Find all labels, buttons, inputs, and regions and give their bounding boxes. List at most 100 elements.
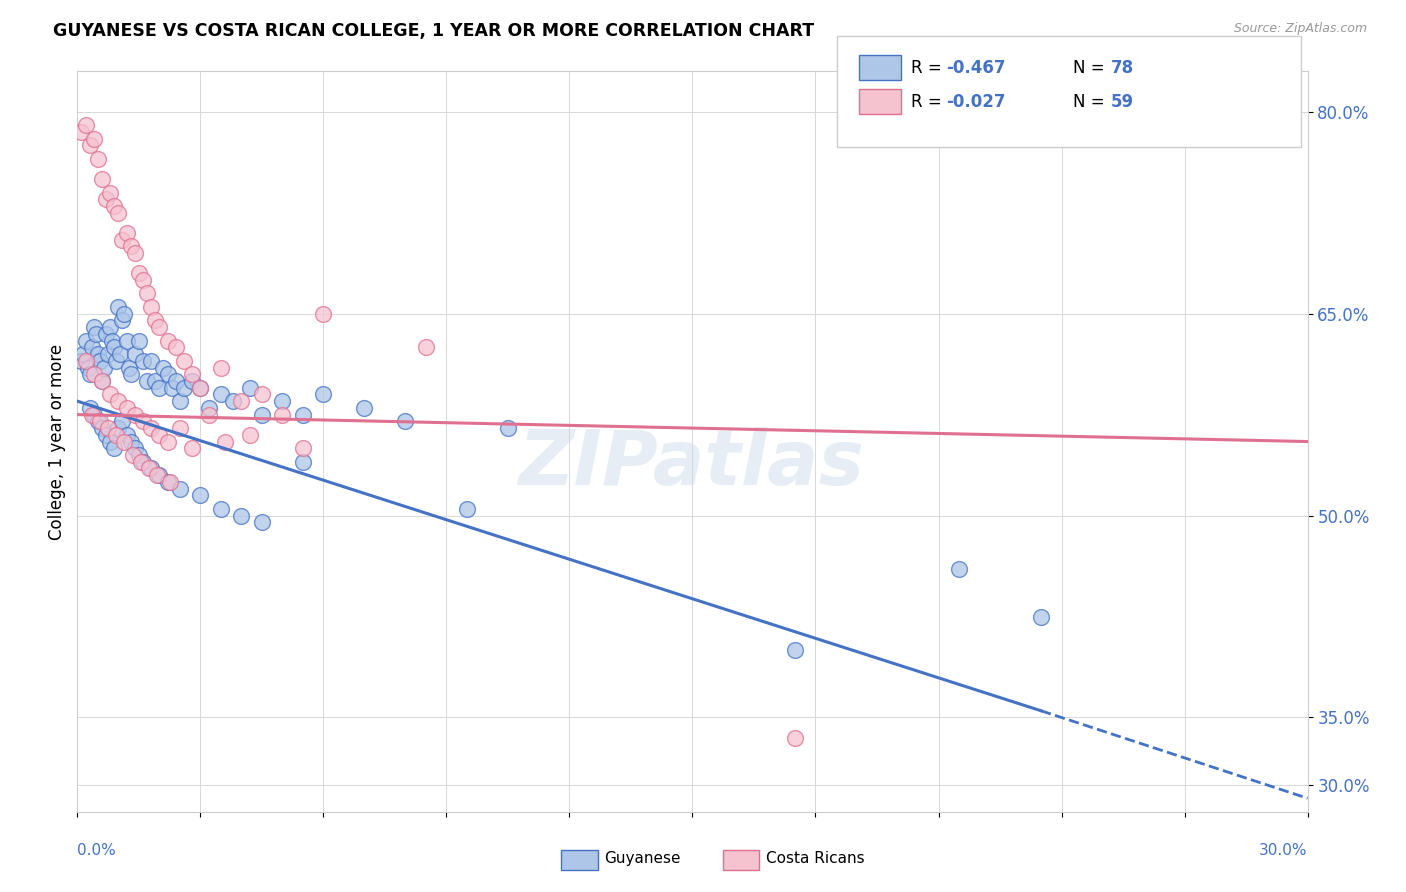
Point xyxy=(156,334,179,348)
Point xyxy=(156,368,179,382)
Point xyxy=(83,131,105,145)
Point xyxy=(115,427,138,442)
Text: N =: N = xyxy=(1073,93,1109,111)
Point xyxy=(394,414,416,428)
Text: ZIPatlas: ZIPatlas xyxy=(519,426,866,500)
Point xyxy=(70,353,93,368)
Point xyxy=(148,381,170,395)
Point xyxy=(124,408,146,422)
Point xyxy=(156,434,179,449)
Point xyxy=(89,353,111,368)
Point xyxy=(128,448,150,462)
Point xyxy=(152,360,174,375)
Point xyxy=(80,408,103,422)
Text: 30.0%: 30.0% xyxy=(1260,843,1308,858)
Point xyxy=(75,334,97,348)
Point xyxy=(148,427,170,442)
Point xyxy=(70,125,93,139)
Point xyxy=(312,387,335,401)
Point xyxy=(132,353,155,368)
Point xyxy=(107,205,129,219)
Point xyxy=(188,381,212,395)
Point xyxy=(1029,609,1052,624)
Point xyxy=(117,360,139,375)
Point xyxy=(103,442,125,456)
Text: N =: N = xyxy=(1073,59,1109,77)
Point xyxy=(107,300,129,314)
Text: Guyanese: Guyanese xyxy=(605,851,681,865)
Point xyxy=(169,482,191,496)
Point xyxy=(415,340,437,354)
Point xyxy=(197,401,219,415)
Point xyxy=(948,562,970,576)
Text: Source: ZipAtlas.com: Source: ZipAtlas.com xyxy=(1233,22,1367,36)
Point xyxy=(111,233,134,247)
Point xyxy=(165,340,187,354)
Point xyxy=(94,427,117,442)
Point xyxy=(136,374,159,388)
Point xyxy=(188,381,212,395)
Point xyxy=(138,461,160,475)
Text: Costa Ricans: Costa Ricans xyxy=(766,851,865,865)
Point xyxy=(90,172,114,186)
Point xyxy=(291,408,314,422)
Text: 59: 59 xyxy=(1111,93,1133,111)
Point xyxy=(115,401,138,415)
Point xyxy=(76,360,98,375)
Point xyxy=(124,442,146,456)
Point xyxy=(101,334,124,348)
Point xyxy=(173,381,195,395)
Point xyxy=(141,300,163,314)
Point xyxy=(72,347,94,361)
Text: 0.0%: 0.0% xyxy=(77,843,117,858)
Point xyxy=(169,421,191,435)
Point xyxy=(111,313,134,327)
Point xyxy=(98,186,121,200)
Point xyxy=(75,118,97,132)
Point xyxy=(115,226,138,240)
Point xyxy=(87,347,110,361)
Point xyxy=(120,239,142,253)
Y-axis label: College, 1 year or more: College, 1 year or more xyxy=(48,343,66,540)
Point xyxy=(84,326,107,341)
Point xyxy=(79,401,101,415)
Text: R =: R = xyxy=(911,93,948,111)
Point xyxy=(94,192,117,206)
Point xyxy=(141,421,163,435)
Point xyxy=(214,434,236,449)
Point xyxy=(146,468,169,483)
Point xyxy=(79,368,101,382)
Point xyxy=(110,347,132,361)
Point xyxy=(136,286,159,301)
Point xyxy=(128,334,150,348)
Point xyxy=(103,340,125,354)
Point xyxy=(87,414,110,428)
Point xyxy=(231,394,253,409)
Point xyxy=(181,368,204,382)
Point xyxy=(94,326,117,341)
Point xyxy=(87,152,110,166)
Point xyxy=(156,475,179,489)
Point xyxy=(97,421,120,435)
Point xyxy=(148,320,170,334)
Text: R =: R = xyxy=(911,59,948,77)
Point xyxy=(250,516,273,530)
Point xyxy=(250,408,273,422)
Point xyxy=(128,266,150,280)
Point xyxy=(114,307,136,321)
Text: GUYANESE VS COSTA RICAN COLLEGE, 1 YEAR OR MORE CORRELATION CHART: GUYANESE VS COSTA RICAN COLLEGE, 1 YEAR … xyxy=(53,22,814,40)
Point xyxy=(124,347,146,361)
Point xyxy=(173,353,195,368)
Point xyxy=(83,368,105,382)
Point xyxy=(209,387,232,401)
Point xyxy=(222,394,245,409)
Point xyxy=(148,468,170,483)
Point xyxy=(107,394,129,409)
Point xyxy=(90,374,114,388)
Point xyxy=(143,313,166,327)
Point xyxy=(98,434,121,449)
Point xyxy=(115,334,138,348)
Point xyxy=(114,434,136,449)
Point xyxy=(98,387,121,401)
Point xyxy=(169,394,191,409)
